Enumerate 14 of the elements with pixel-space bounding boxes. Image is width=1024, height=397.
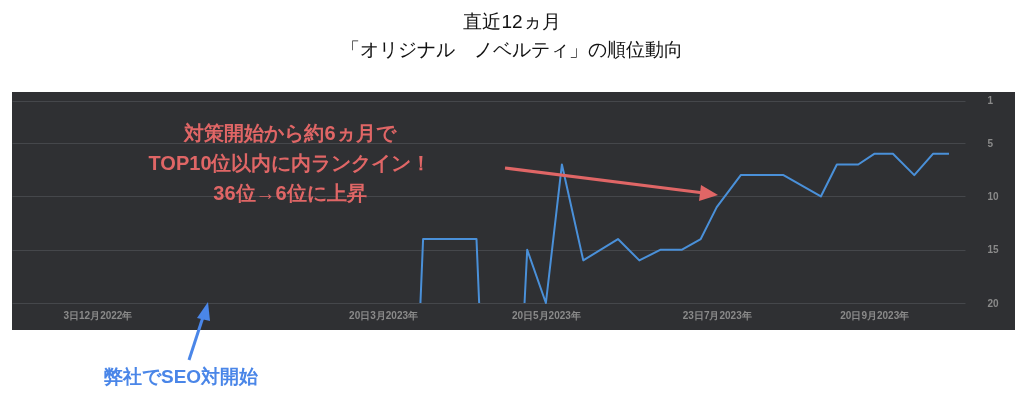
chart-subtitle: 「オリジナル ノベルティ」の順位動向	[340, 38, 684, 62]
y-tick-label: 20	[987, 297, 1000, 309]
annotation: 対策開始から約6ヵ月で TOP10位以内に内ランクイン！ 36位→6位に上昇	[147, 121, 433, 206]
y-tick-label: 15	[987, 244, 1000, 256]
y-tick-label: 1	[987, 95, 994, 107]
x-tick-label: 3日12月2022年	[63, 309, 133, 321]
text: 弊社でSEO対開始	[104, 365, 259, 389]
chart-title: 直近12ヵ月	[462, 10, 562, 34]
x-tick-label: 23日7月2023年	[682, 309, 752, 321]
x-tick-label: 20日9月2023年	[840, 309, 910, 321]
x-tick-label: 20日5月2023年	[511, 309, 581, 321]
x-tick-label: 20日3月2023年	[349, 309, 419, 321]
y-tick-label: 10	[987, 190, 1000, 202]
y-tick-label: 5	[987, 137, 994, 149]
